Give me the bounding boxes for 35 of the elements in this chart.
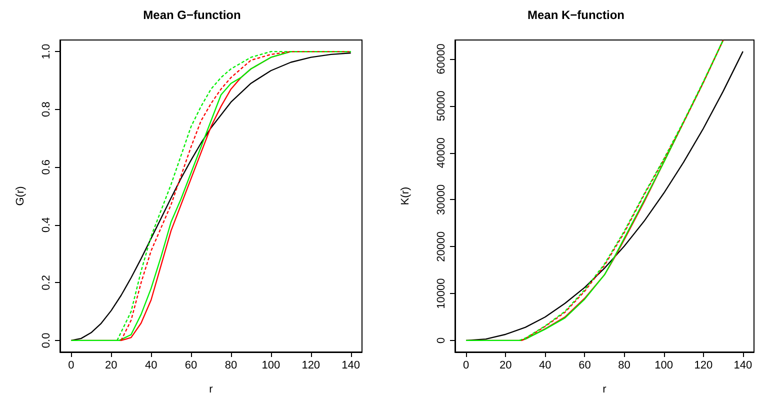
chart-title: Mean G−function — [143, 8, 241, 22]
x-tick-label: 60 — [184, 360, 198, 372]
y-tick-label: 0.6 — [40, 159, 52, 175]
y-axis-title: K(r) — [400, 186, 412, 206]
x-tick-label: 140 — [734, 360, 752, 372]
x-axis-title: r — [209, 384, 214, 396]
x-tick-label: 60 — [578, 360, 591, 372]
chart-title: Mean K−function — [527, 8, 625, 22]
y-tick-label: 1.0 — [40, 44, 52, 60]
y-tick-label: 20000 — [436, 231, 448, 262]
x-tick-label: 0 — [68, 360, 74, 372]
x-tick-label: 20 — [500, 360, 512, 372]
x-tick-label: 120 — [694, 360, 713, 372]
y-tick-label: 0.0 — [40, 332, 52, 348]
x-tick-label: 40 — [539, 360, 552, 372]
x-tick-label: 40 — [144, 360, 158, 372]
x-tick-label: 20 — [105, 360, 118, 372]
y-tick-label: 40000 — [436, 137, 448, 168]
y-tick-label: 60000 — [436, 44, 448, 74]
x-tick-label: 100 — [654, 360, 674, 372]
x-tick-label: 120 — [302, 360, 320, 372]
x-tick-label: 80 — [224, 360, 238, 372]
x-tick-label: 0 — [463, 360, 470, 372]
x-tick-label: 100 — [262, 360, 280, 372]
y-tick-label: 50000 — [436, 90, 448, 122]
x-tick-label: 140 — [342, 360, 360, 372]
x-tick-label: 80 — [618, 360, 630, 372]
y-tick-label: 0 — [436, 337, 448, 344]
y-tick-label: 30000 — [436, 184, 448, 216]
y-tick-label: 0.2 — [40, 275, 52, 290]
y-tick-label: 0.4 — [40, 217, 52, 233]
y-tick-label: 0.8 — [40, 102, 52, 117]
y-axis-title: G(r) — [14, 186, 26, 206]
x-axis-title: r — [602, 384, 607, 396]
y-tick-label: 10000 — [436, 278, 448, 309]
